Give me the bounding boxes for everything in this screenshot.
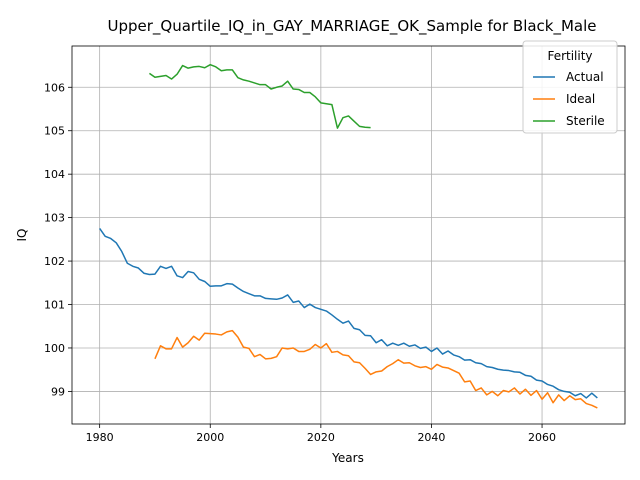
x-tick-label: 2020 (307, 431, 335, 444)
legend-box (522, 40, 618, 134)
y-tick-label: 104 (44, 168, 65, 181)
legend-label-ideal: Ideal (566, 92, 595, 106)
legend-label-sterile: Sterile (566, 114, 605, 128)
x-axis-label: Years (331, 451, 364, 465)
y-tick-label: 102 (44, 255, 65, 268)
y-axis: 99 100 101 102 103 104 105 106 (44, 81, 72, 398)
series-layer (99, 63, 598, 409)
x-tick-label: 2000 (196, 431, 224, 444)
legend: Fertility Actual Ideal Sterile (522, 40, 618, 134)
x-tick-label: 1980 (86, 431, 114, 444)
series-line-ideal (154, 329, 598, 409)
series-line-sterile (148, 63, 371, 129)
y-tick-label: 103 (44, 212, 65, 225)
y-tick-label: 100 (44, 342, 65, 355)
series-line-actual (99, 228, 598, 399)
y-axis-label: IQ (15, 229, 29, 242)
y-tick-label: 105 (44, 125, 65, 138)
x-axis: 1980 2000 2020 2040 2060 (86, 424, 556, 444)
legend-label-actual: Actual (566, 70, 604, 84)
y-tick-label: 99 (51, 385, 65, 398)
chart-title: Upper_Quartile_IQ_in_GAY_MARRIAGE_OK_Sam… (107, 17, 596, 36)
plot-area (71, 45, 626, 425)
y-tick-label: 106 (44, 81, 65, 94)
y-tick-label: 101 (44, 299, 65, 312)
x-tick-label: 2040 (417, 431, 445, 444)
legend-title: Fertility (547, 49, 592, 63)
x-tick-label: 2060 (528, 431, 556, 444)
